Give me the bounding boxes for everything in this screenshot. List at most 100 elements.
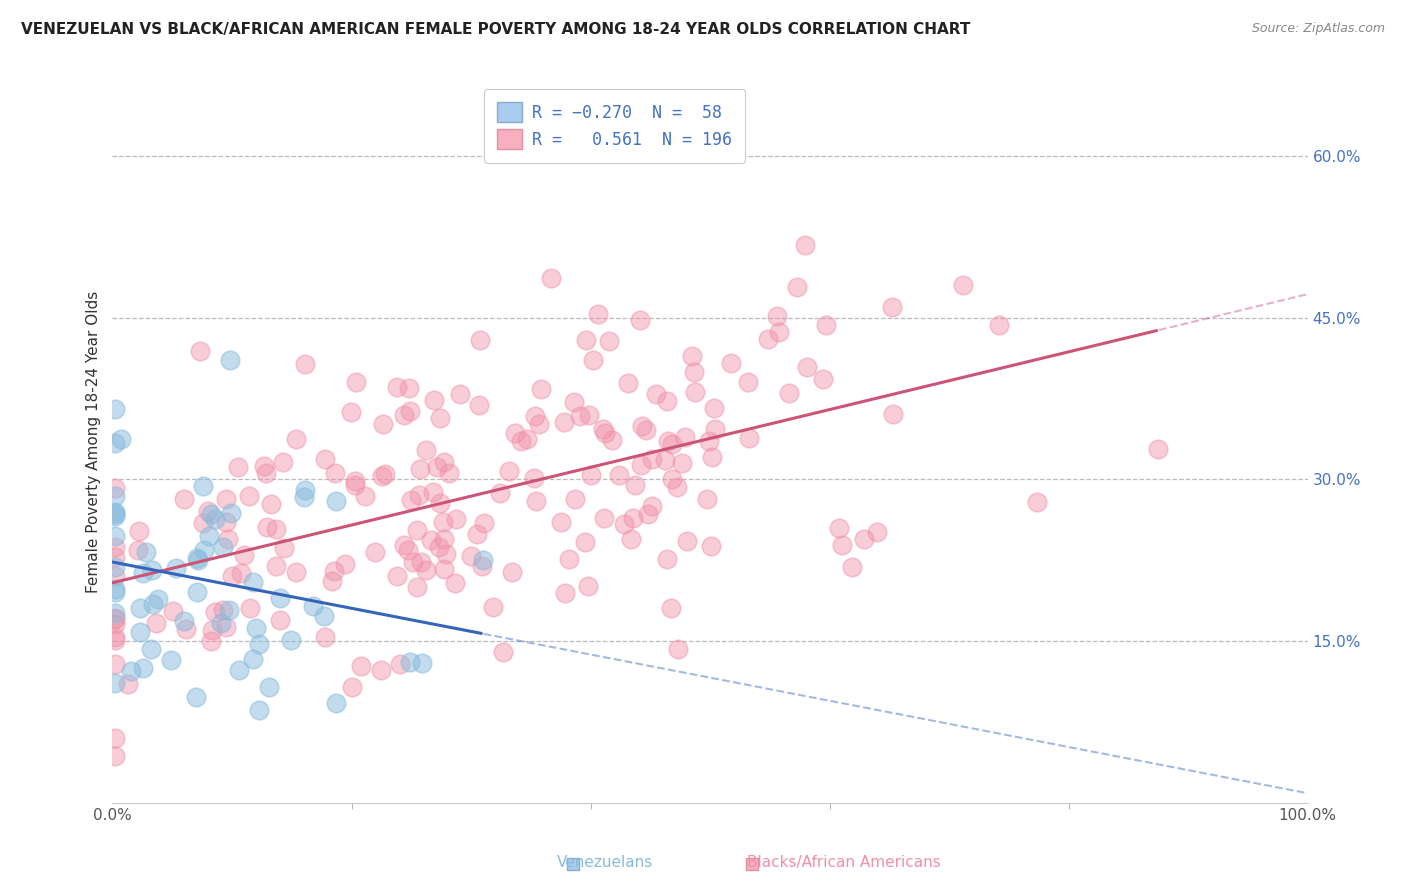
- Point: [139, 641, 162, 656]
- Point: [204, 605, 226, 619]
- Point: [593, 425, 616, 440]
- Point: [828, 521, 851, 535]
- Point: [344, 375, 367, 389]
- Point: [411, 656, 433, 670]
- Point: [186, 690, 208, 704]
- Point: [385, 380, 408, 394]
- Point: [247, 637, 270, 651]
- Point: [661, 472, 683, 486]
- Point: [104, 632, 127, 647]
- Point: [422, 484, 444, 499]
- Point: [586, 307, 609, 321]
- Point: [683, 385, 706, 400]
- Point: [117, 677, 139, 691]
- Point: [215, 492, 238, 507]
- Point: [510, 434, 533, 448]
- Point: [472, 516, 495, 530]
- Point: [434, 547, 457, 561]
- Point: [569, 409, 592, 424]
- Point: [271, 455, 294, 469]
- Point: [460, 549, 482, 563]
- Point: [737, 375, 759, 389]
- Point: [409, 556, 432, 570]
- Point: [256, 467, 278, 481]
- Text: Blacks/African Americans: Blacks/African Americans: [747, 855, 941, 870]
- Point: [433, 532, 456, 546]
- Point: [385, 568, 408, 582]
- Point: [621, 511, 644, 525]
- Point: [104, 529, 127, 543]
- Point: [321, 574, 343, 589]
- Point: [640, 452, 662, 467]
- Point: [738, 431, 761, 445]
- Point: [186, 585, 208, 599]
- Point: [676, 533, 699, 548]
- Point: [373, 417, 395, 432]
- Point: [256, 520, 278, 534]
- Point: [104, 489, 127, 503]
- Point: [402, 555, 425, 569]
- Point: [793, 238, 815, 252]
- Point: [702, 450, 724, 465]
- Point: [666, 641, 689, 656]
- Point: [607, 467, 630, 482]
- Point: [187, 553, 209, 567]
- Point: [399, 492, 422, 507]
- Point: [238, 489, 260, 503]
- Point: [399, 655, 422, 669]
- Point: [104, 657, 127, 671]
- Point: [145, 616, 167, 631]
- Point: [242, 575, 264, 590]
- Point: [465, 527, 488, 541]
- Point: [796, 359, 818, 374]
- Point: [193, 479, 215, 493]
- Point: [371, 469, 394, 483]
- Point: [215, 515, 238, 529]
- Point: [703, 401, 725, 416]
- Point: [467, 399, 489, 413]
- Point: [353, 489, 375, 503]
- Point: [696, 491, 718, 506]
- Point: [197, 504, 219, 518]
- Point: [193, 542, 215, 557]
- Point: [704, 421, 727, 435]
- Point: [132, 566, 155, 580]
- Point: [219, 506, 242, 520]
- Point: [415, 563, 437, 577]
- Point: [866, 524, 889, 539]
- Point: [141, 563, 163, 577]
- Point: [229, 566, 252, 580]
- Point: [661, 436, 683, 450]
- Point: [524, 494, 547, 508]
- Point: [239, 600, 262, 615]
- Point: [325, 696, 347, 710]
- Point: [598, 334, 620, 349]
- Point: [415, 442, 437, 457]
- Point: [302, 599, 325, 614]
- Point: [221, 569, 243, 583]
- Point: [987, 318, 1010, 333]
- Point: [630, 418, 652, 433]
- Point: [253, 459, 276, 474]
- Point: [433, 455, 456, 469]
- Point: [104, 631, 127, 645]
- Point: [104, 549, 127, 564]
- Point: [215, 620, 238, 634]
- Point: [264, 522, 287, 536]
- Point: [322, 564, 344, 578]
- Point: [654, 453, 676, 467]
- Point: [104, 585, 127, 599]
- Point: [444, 511, 467, 525]
- Point: [600, 433, 623, 447]
- Point: [683, 365, 706, 379]
- Point: [135, 545, 157, 559]
- Point: [574, 534, 596, 549]
- Point: [104, 506, 127, 520]
- Point: [340, 405, 363, 419]
- Point: [1026, 495, 1049, 509]
- Point: [409, 461, 432, 475]
- Point: [200, 507, 222, 521]
- Point: [188, 343, 211, 358]
- Point: [264, 559, 287, 574]
- Point: [405, 523, 427, 537]
